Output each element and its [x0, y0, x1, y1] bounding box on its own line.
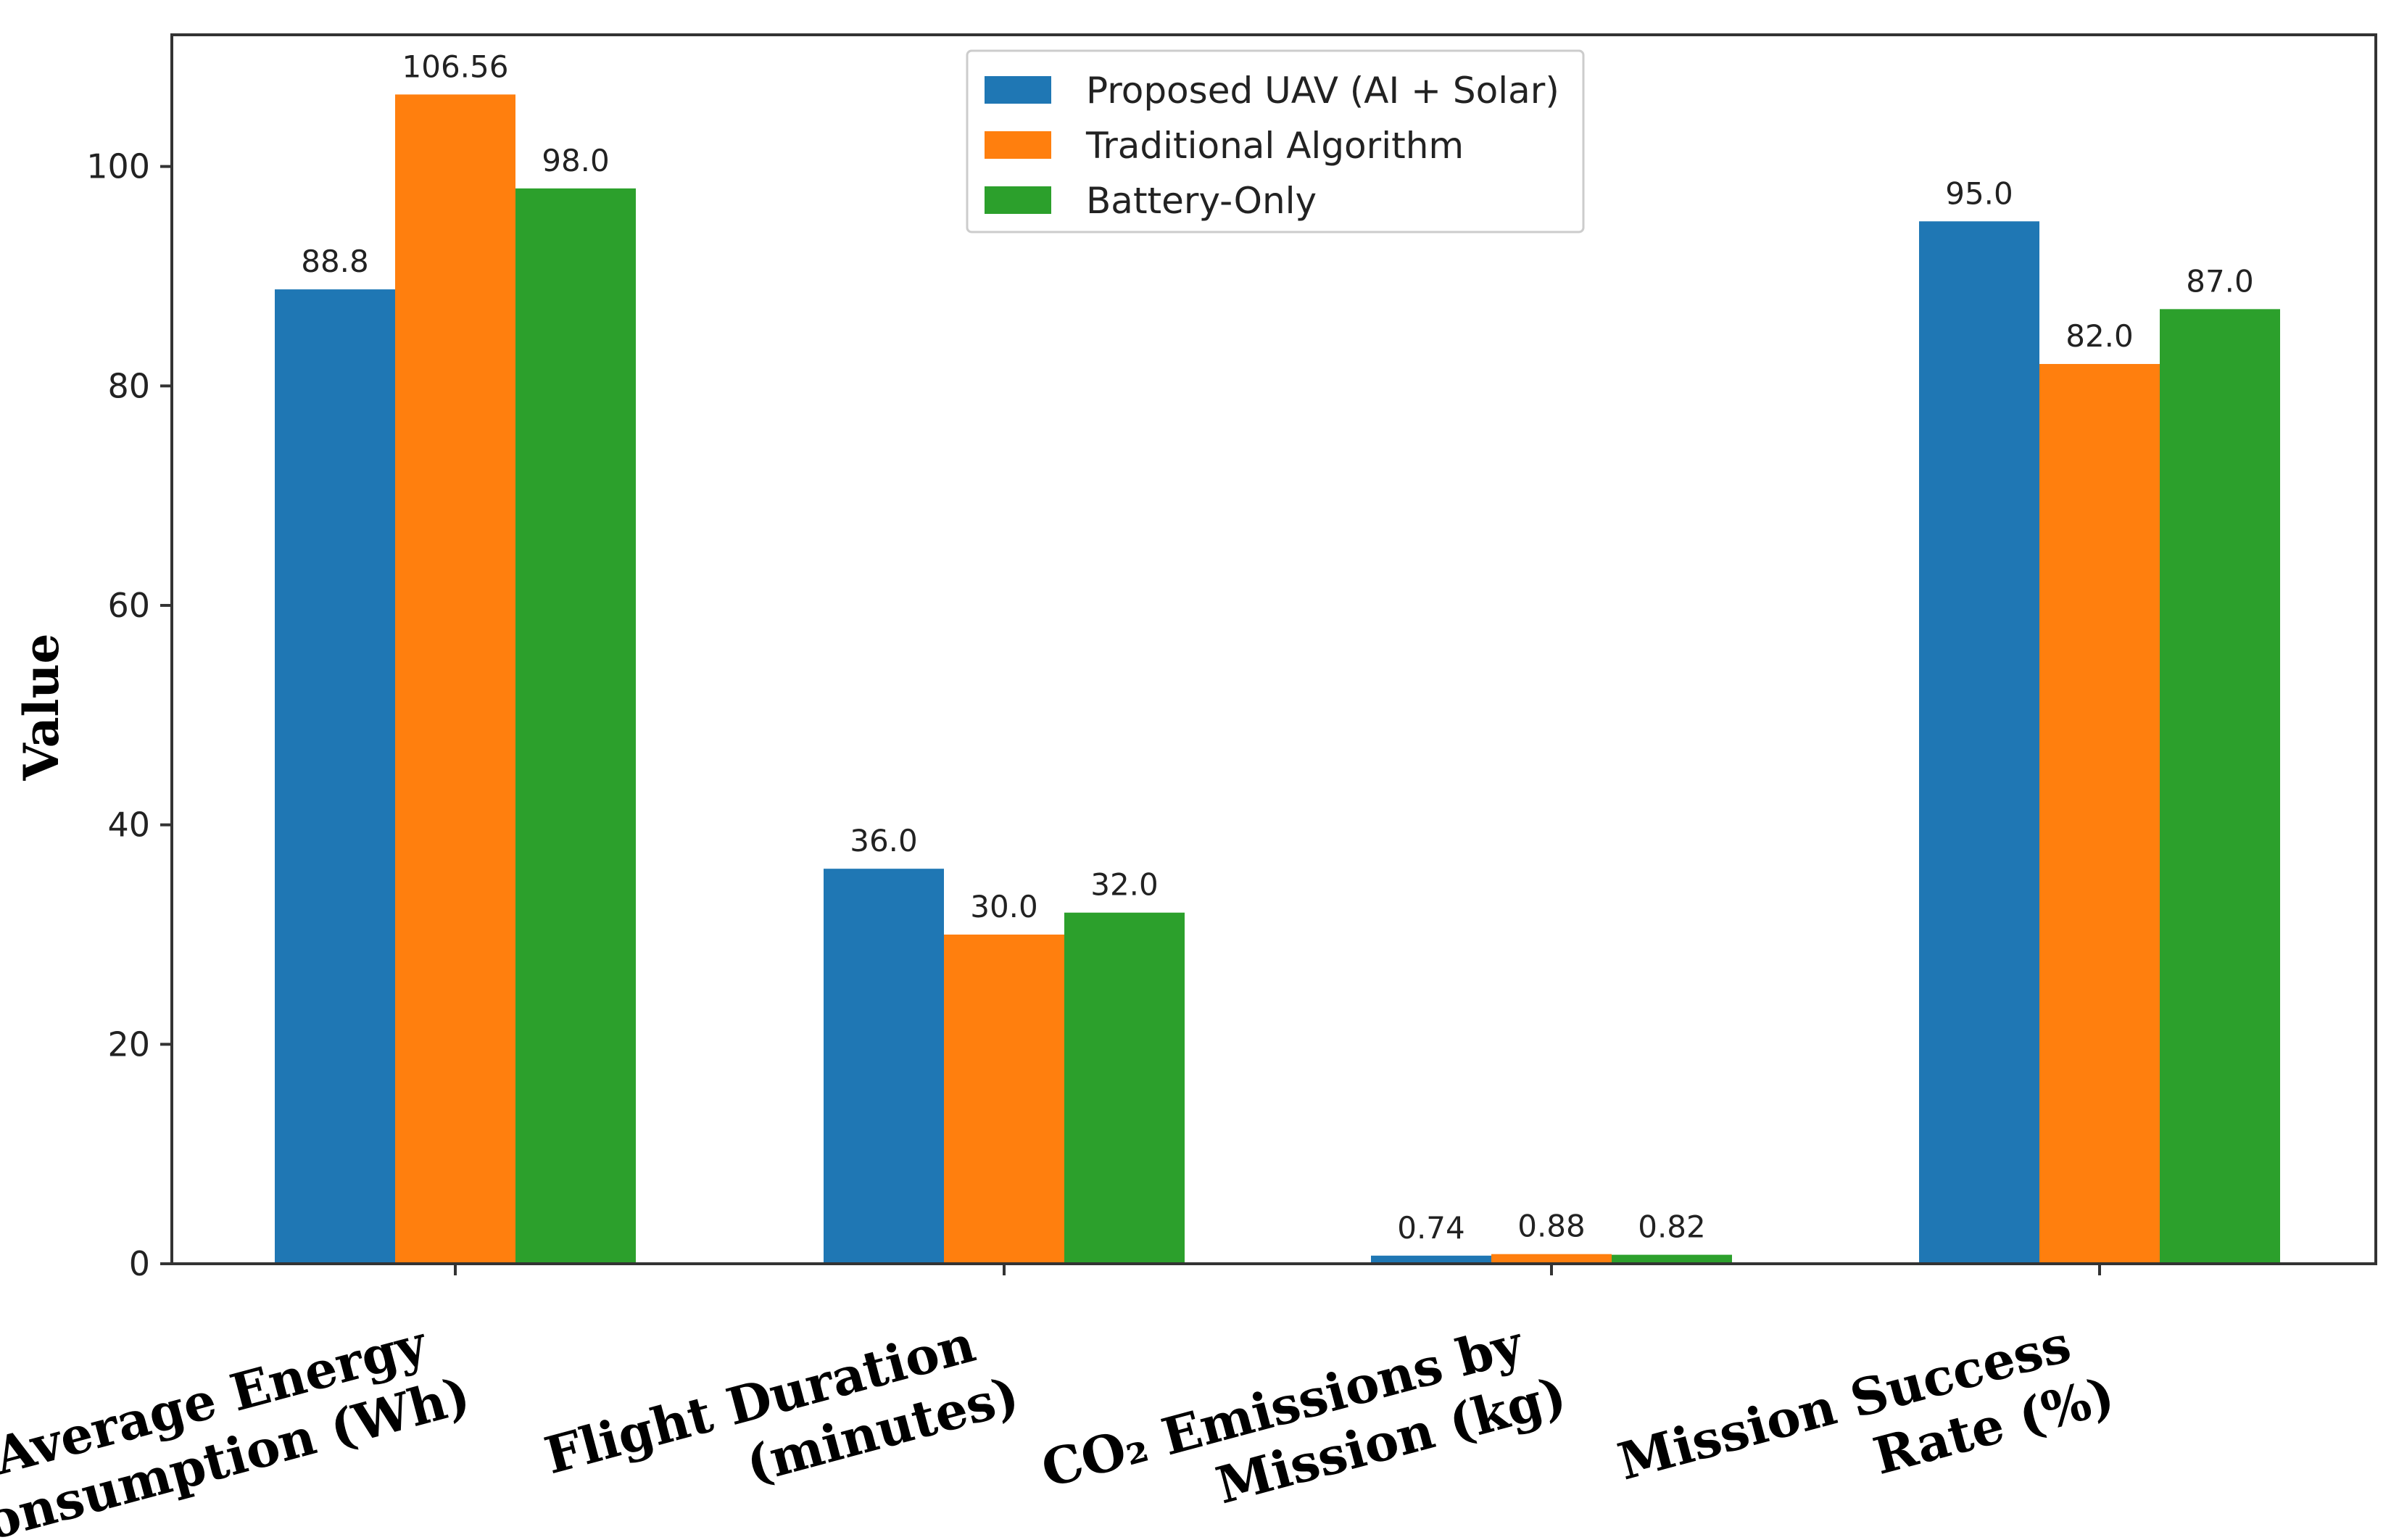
y-tick-label-5: 100 [86, 147, 150, 186]
bar-series2-cat2 [1612, 1254, 1732, 1264]
plot-frame [170, 33, 2377, 1265]
value-label-series0-cat1: 36.0 [850, 823, 918, 858]
x-ticks-layer: Average EnergyConsumption (Wh) Flight Dur… [0, 1264, 2121, 1540]
bar-series1-cat0 [395, 94, 515, 1264]
value-label-series1-cat0: 106.56 [402, 49, 509, 84]
value-label-series0-cat0: 88.8 [301, 244, 369, 279]
bars-layer [275, 94, 2280, 1264]
value-label-series2-cat1: 32.0 [1090, 867, 1159, 903]
bar-series0-cat3 [1919, 221, 2039, 1264]
bar-series1-cat2 [1491, 1254, 1612, 1264]
legend-label-1: Traditional Algorithm [1085, 125, 1464, 167]
legend: Proposed UAV (AI + Solar) Traditional Alg… [966, 49, 1585, 233]
value-label-series1-cat3: 82.0 [2066, 318, 2134, 354]
bar-series0-cat0 [275, 289, 395, 1264]
legend-swatch-2 [985, 186, 1051, 214]
x-tick-label-0: Average EnergyConsumption (Wh) [0, 1306, 476, 1540]
legend-swatch-0 [985, 76, 1051, 104]
value-label-series2-cat0: 98.0 [542, 143, 610, 178]
y-tick-label-1: 20 [107, 1024, 150, 1064]
value-labels-layer: 88.8 36.0 0.74 95.0 106.56 30.0 0.88 82.0 98.0 32… [301, 49, 2254, 1245]
bar-series2-cat1 [1064, 912, 1185, 1264]
x-tick-label-3: Mission SuccessRate (%) [1612, 1306, 2120, 1540]
value-label-series1-cat2: 0.88 [1517, 1209, 1586, 1244]
bar-series0-cat1 [824, 869, 944, 1264]
bar-series2-cat0 [515, 188, 636, 1264]
value-label-series0-cat2: 0.74 [1397, 1210, 1465, 1246]
legend-swatch-1 [985, 131, 1051, 159]
y-tick-label-3: 60 [107, 586, 150, 625]
y-axis-label: Value [13, 634, 70, 782]
bar-series0-cat2 [1371, 1255, 1491, 1264]
bar-series1-cat3 [2039, 364, 2160, 1264]
legend-label-2: Battery-Only [1086, 180, 1317, 222]
y-tick-label-2: 40 [107, 806, 150, 845]
value-label-series1-cat1: 30.0 [970, 889, 1038, 924]
value-label-series0-cat3: 95.0 [1945, 175, 2013, 211]
y-tick-label-4: 80 [107, 366, 150, 405]
x-tick-label-1: Flight Duration(minutes) [539, 1306, 1025, 1540]
legend-label-0: Proposed UAV (AI + Solar) [1086, 70, 1559, 112]
x-tick-label-2: CO₂ Emissions byMission (kg) [1035, 1306, 1573, 1540]
y-ticks-layer: 0 20 40 60 80 100 [86, 147, 172, 1283]
y-tick-label-0: 0 [129, 1244, 150, 1283]
legend-frame [966, 49, 1585, 233]
value-label-series2-cat2: 0.82 [1638, 1209, 1706, 1245]
bar-series1-cat1 [944, 934, 1064, 1264]
bar-series2-cat3 [2160, 309, 2280, 1264]
value-label-series2-cat3: 87.0 [2186, 263, 2254, 299]
